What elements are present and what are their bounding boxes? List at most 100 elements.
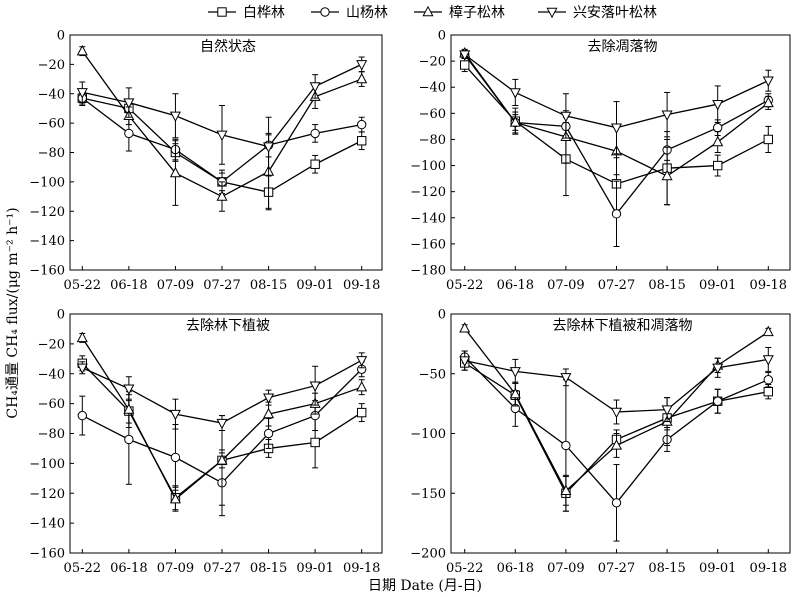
x-axis-label: 日期 Date (月-日): [368, 578, 482, 594]
legend-entry: 山杨林: [311, 5, 388, 21]
x-tick-label: 07-27: [598, 278, 635, 293]
data-point: [169, 111, 181, 123]
panel-title: 去除林下植被和凋落物: [553, 318, 693, 334]
x-tick-label: 05-22: [446, 278, 483, 293]
data-point: [712, 363, 724, 375]
y-tick-label: −160: [29, 264, 65, 279]
y-tick-label: −80: [38, 146, 65, 161]
y-tick-label: −120: [410, 185, 446, 200]
data-point: [310, 437, 320, 448]
x-tick-label: 07-09: [157, 561, 194, 576]
y-tick-label: −100: [29, 175, 65, 190]
data-point: [712, 135, 724, 147]
data-point: [124, 434, 134, 445]
data-point: [76, 88, 88, 99]
y-tick-label: −60: [419, 107, 446, 122]
data-point: [310, 159, 320, 169]
x-tick-label: 07-09: [547, 278, 584, 293]
series: [76, 56, 368, 177]
data-point: [76, 44, 88, 56]
data-point: [763, 375, 773, 385]
panel-title: 去除凋落物: [588, 39, 658, 55]
plot-frame: [69, 34, 383, 271]
legend-entry: 白桦林: [208, 5, 285, 21]
data-point: [712, 396, 723, 406]
y-axis-label: CH₄通量 CH₄ flux/(μg m⁻² h⁻¹): [5, 207, 21, 418]
y-tick-label: −80: [419, 133, 446, 148]
x-tick-label: 09-01: [699, 561, 736, 576]
x-tick-label: 07-27: [598, 561, 635, 576]
data-point: [611, 209, 622, 219]
y-tick-label: 0: [438, 308, 446, 323]
data-point: [459, 50, 471, 61]
x-tick-label: 09-01: [296, 561, 333, 576]
data-point: [169, 166, 181, 178]
y-tick-label: −20: [38, 337, 65, 352]
data-point: [661, 405, 673, 416]
legend-entry: 樟子松林: [414, 4, 505, 21]
x-tick-label: 09-01: [699, 278, 736, 293]
data-point: [610, 123, 623, 134]
x-tick-label: 07-27: [203, 561, 240, 576]
data-point: [763, 134, 773, 145]
data-point: [124, 128, 134, 139]
data-point: [561, 440, 571, 451]
y-tick-label: −80: [38, 427, 65, 442]
y-tick-label: −60: [38, 117, 65, 132]
data-point: [263, 407, 275, 419]
data-point: [712, 160, 723, 171]
data-point: [762, 76, 774, 87]
data-point: [357, 407, 367, 418]
x-tick-label: 07-09: [547, 561, 584, 576]
x-tick-label: 09-18: [343, 278, 380, 293]
legend: 白桦林 山杨林 樟子松林 兴安落叶松林: [208, 4, 657, 21]
y-tick-label: −40: [419, 81, 446, 96]
legend-marker: [422, 5, 434, 17]
data-point: [460, 60, 470, 70]
data-point: [263, 393, 275, 404]
data-point: [560, 111, 572, 123]
y-tick-label: −100: [410, 427, 446, 442]
y-tick-label: −20: [38, 58, 65, 73]
legend-label: 山杨林: [346, 5, 388, 21]
data-point: [216, 130, 228, 142]
data-point: [216, 190, 228, 201]
data-point: [459, 322, 471, 333]
data-point: [356, 380, 368, 392]
legend-entry: 兴安落叶松林: [538, 5, 657, 21]
y-tick-label: −40: [38, 87, 65, 102]
legend-marker: [546, 7, 558, 19]
data-point: [216, 454, 228, 465]
y-tick-label: 0: [57, 308, 65, 323]
data-point: [459, 356, 471, 367]
y-tick-label: −160: [29, 547, 65, 562]
x-tick-label: 05-22: [64, 278, 101, 293]
y-tick-label: 0: [57, 29, 65, 44]
x-tick-label: 08-15: [648, 278, 685, 293]
data-point: [309, 82, 321, 93]
legend-label: 白桦林: [243, 5, 285, 21]
data-point: [762, 325, 774, 337]
data-point: [123, 403, 135, 414]
data-point: [610, 407, 623, 419]
data-point: [76, 331, 88, 343]
x-tick-label: 06-18: [110, 278, 147, 293]
data-point: [76, 363, 88, 375]
data-point: [560, 373, 572, 384]
data-point: [762, 96, 774, 108]
data-point: [611, 498, 622, 508]
y-tick-label: −120: [29, 205, 65, 220]
x-tick-label: 09-01: [296, 278, 333, 293]
data-point: [357, 136, 367, 146]
data-point: [610, 439, 623, 450]
legend-marker: [217, 7, 227, 17]
data-point: [356, 356, 368, 367]
panel-title: 自然状态: [200, 38, 256, 55]
x-tick-label: 08-15: [250, 278, 287, 293]
x-tick-label: 09-18: [750, 561, 787, 576]
plot-frame: [450, 34, 791, 271]
y-tick-label: −160: [410, 237, 446, 252]
